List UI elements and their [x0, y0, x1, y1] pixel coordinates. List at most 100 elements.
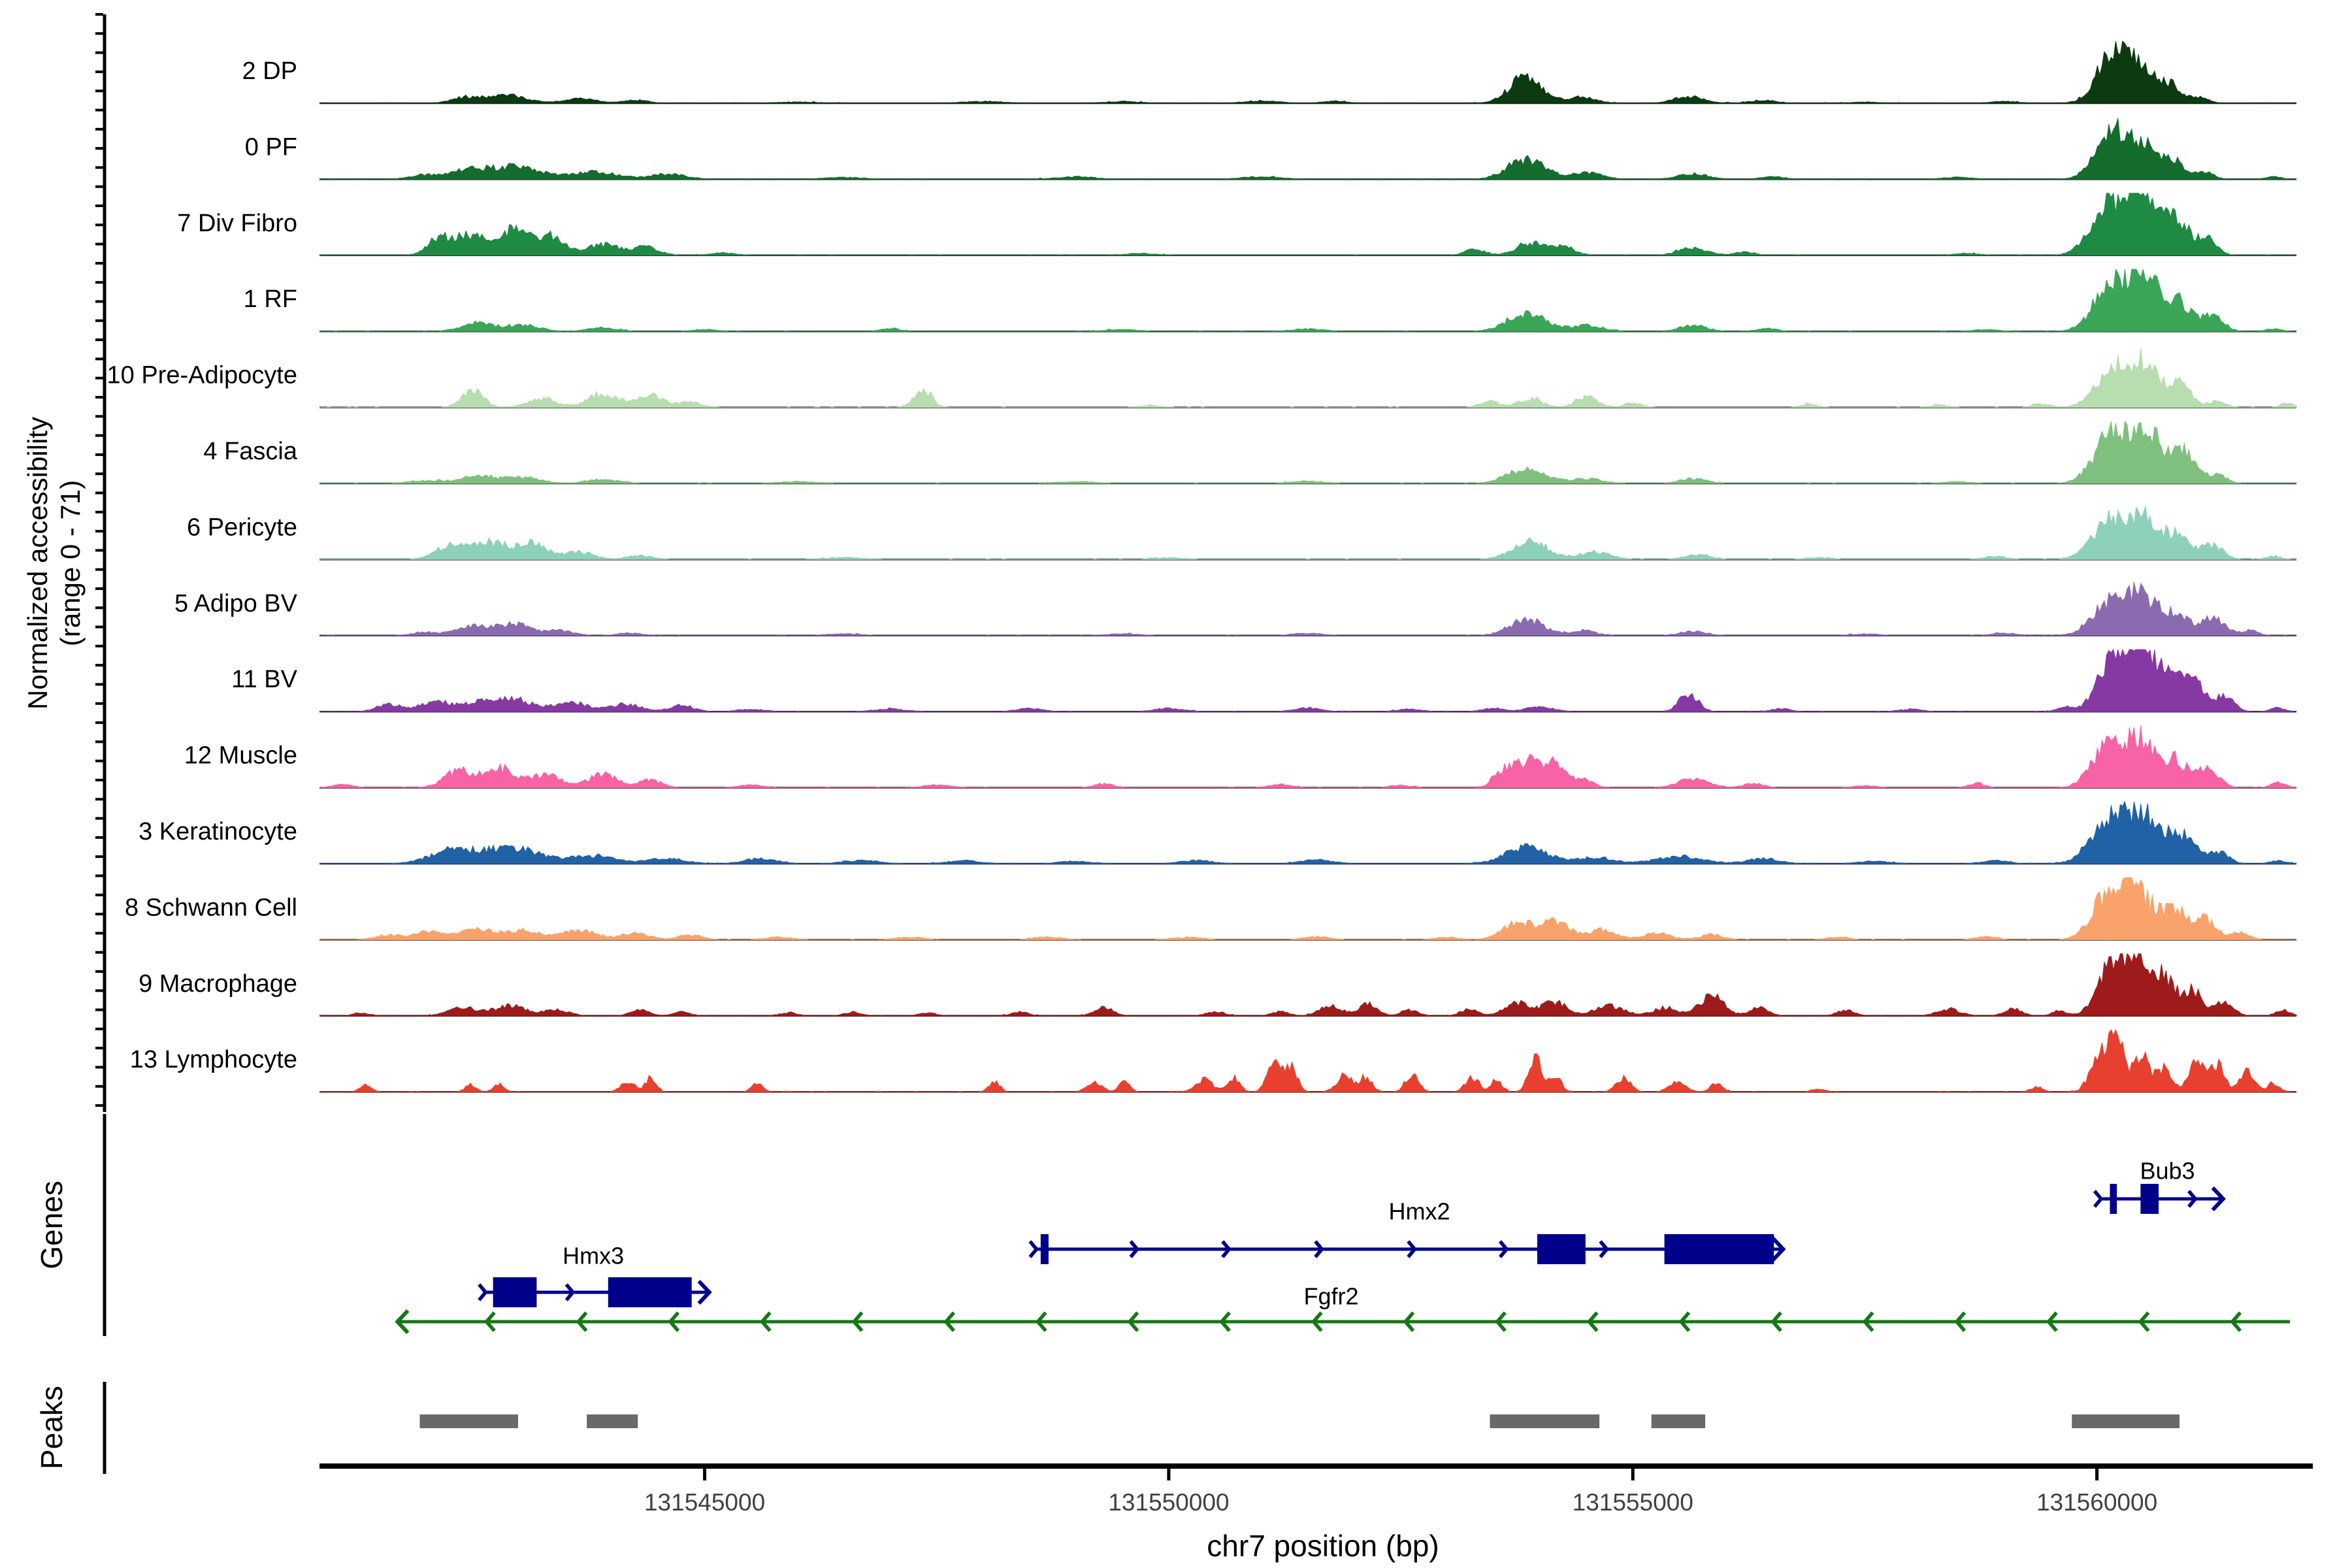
strand-chevron-icon: [1771, 1311, 1782, 1332]
coverage-signal-2-dp: [319, 40, 2296, 104]
track-label: 12 Muscle: [184, 742, 297, 770]
coverage-signal-5-adipo-bv: [319, 581, 2296, 636]
x-axis-tick-label: 131545000: [644, 1489, 765, 1516]
track-label: 10 Pre-Adipocyte: [107, 362, 298, 389]
track-label: 9 Macrophage: [139, 970, 297, 998]
y-axis-ruler: [95, 13, 106, 1112]
coverage-signal-0-pf: [319, 118, 2296, 180]
x-axis-label: chr7 position (bp): [1207, 1529, 1439, 1563]
track-label: 4 Fascia: [203, 438, 297, 465]
exon-box: [493, 1277, 537, 1307]
accessibility-tracks: 2 DP 0 PF 7 Div Fibro 1 RF 10 Pre-Adipocyte 4…: [107, 40, 2297, 1093]
gene-arrowhead-icon: [395, 1309, 410, 1335]
strand-chevron-icon: [2093, 1190, 2104, 1208]
exon-box: [608, 1277, 692, 1307]
x-axis-tick-label: 131550000: [1108, 1489, 1229, 1516]
coverage-signal-10-pre-adipocyte: [319, 348, 2297, 408]
gene-label: Hmx3: [563, 1243, 624, 1269]
peak-bar: [1651, 1414, 1706, 1428]
gene-arrowhead-icon: [697, 1279, 712, 1305]
strand-chevron-icon: [2230, 1311, 2242, 1332]
coverage-signal-13-lymphocyte: [319, 1028, 2296, 1092]
strand-chevron-icon: [1407, 1240, 1417, 1258]
strand-chevron-icon: [1954, 1311, 1967, 1332]
coverage-signal-6-pericyte: [319, 506, 2296, 560]
gene-arrowhead-icon: [1771, 1236, 1786, 1262]
coverage-signal-1-rf: [319, 268, 2296, 332]
track-label: 11 BV: [231, 666, 297, 693]
peaks-section-label: Peaks: [35, 1386, 69, 1469]
strand-chevron-icon: [1311, 1311, 1323, 1332]
strand-chevron-icon: [1862, 1311, 1874, 1332]
strand-chevron-icon: [1129, 1240, 1140, 1258]
gene-label: Fgfr2: [1304, 1283, 1359, 1310]
y-axis-label-line2: (range 0 - 71): [55, 480, 86, 646]
track-label: 3 Keratinocyte: [139, 818, 297, 845]
strand-chevron-icon: [943, 1311, 956, 1332]
gene-arrowhead-icon: [2211, 1186, 2226, 1212]
gene-annotations: Hmx3 Hmx2 Bub3 Fgfr2: [395, 1158, 2291, 1335]
coverage-signal-8-schwann-cell: [319, 877, 2296, 940]
x-axis-tick-label: 131555000: [1573, 1489, 1693, 1516]
coverage-signal-7-div-fibro: [319, 192, 2296, 256]
strand-chevron-icon: [1586, 1311, 1599, 1332]
gene-label: Bub3: [2140, 1158, 2195, 1184]
strand-chevron-icon: [1403, 1311, 1415, 1332]
x-axis-tick-label: 131560000: [2036, 1489, 2157, 1516]
track-label: 8 Schwann Cell: [125, 894, 297, 921]
strand-chevron-icon: [2187, 1190, 2198, 1208]
track-label: 1 RF: [244, 286, 297, 313]
coverage-signal-9-macrophage: [319, 953, 2297, 1017]
strand-chevron-icon: [1498, 1240, 1509, 1258]
track-label: 5 Adipo BV: [174, 590, 298, 617]
strand-chevron-icon: [478, 1283, 488, 1301]
strand-chevron-icon: [760, 1311, 772, 1332]
strand-chevron-icon: [2138, 1311, 2150, 1332]
strand-chevron-icon: [1219, 1311, 1231, 1332]
strand-chevron-icon: [1678, 1311, 1691, 1332]
exon-box: [1664, 1234, 1774, 1264]
gene-fgfr2: Fgfr2: [395, 1283, 2291, 1335]
x-axis-line: [319, 1463, 2313, 1469]
strand-chevron-icon: [2046, 1311, 2058, 1332]
track-label: 13 Lymphocyte: [130, 1046, 297, 1073]
gene-label: Hmx2: [1388, 1198, 1450, 1225]
peak-bar: [419, 1414, 519, 1428]
strand-chevron-icon: [576, 1311, 588, 1332]
strand-chevron-icon: [1127, 1311, 1139, 1332]
coverage-signal-3-keratinocyte: [319, 800, 2297, 864]
strand-chevron-icon: [668, 1311, 680, 1332]
strand-chevron-icon: [1221, 1240, 1232, 1258]
track-label: 0 PF: [245, 133, 297, 161]
coverage-signal-12-muscle: [319, 725, 2297, 789]
strand-chevron-icon: [1035, 1311, 1047, 1332]
peak-bar: [1490, 1414, 1600, 1428]
strand-chevron-icon: [1495, 1311, 1507, 1332]
peak-bar: [2072, 1414, 2180, 1428]
gene-bub3: Bub3: [2093, 1158, 2226, 1214]
strand-chevron-icon: [1314, 1240, 1324, 1258]
y-axis-label-line1: Normalized accessibility: [22, 417, 53, 710]
peak-interval-bars: [419, 1414, 2180, 1428]
coverage-signal-11-bv: [319, 648, 2296, 712]
track-label: 7 Div Fibro: [177, 210, 297, 237]
gene-hmx2: Hmx2: [1028, 1198, 1786, 1264]
strand-chevron-icon: [1599, 1240, 1610, 1258]
exon-box: [2110, 1184, 2117, 1214]
track-label: 2 DP: [242, 57, 297, 85]
genes-section-label: Genes: [35, 1181, 69, 1269]
strand-chevron-icon: [564, 1283, 576, 1301]
exon-box: [1040, 1234, 1049, 1264]
x-axis: 131545000 131550000 131555000 131560000: [319, 1463, 2313, 1516]
exon-box: [2140, 1184, 2159, 1214]
strand-chevron-icon: [851, 1311, 864, 1332]
coverage-signal-4-fascia: [319, 420, 2296, 484]
track-label: 6 Pericyte: [187, 514, 297, 541]
exon-box: [1537, 1234, 1586, 1264]
strand-chevron-icon: [1028, 1240, 1039, 1258]
peak-bar: [587, 1414, 638, 1428]
gene-hmx3: Hmx3: [478, 1243, 712, 1307]
strand-chevron-icon: [484, 1311, 496, 1332]
